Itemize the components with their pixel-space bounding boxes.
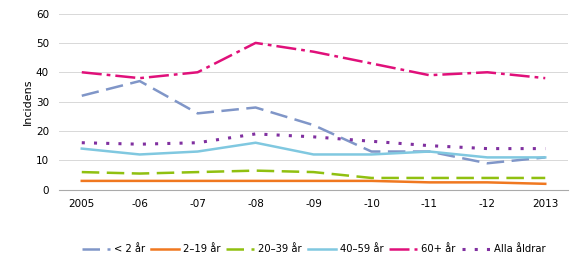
Legend: < 2 år, 2–19 år, 20–39 år, 40–59 år, 60+ år, Alla åldrar: < 2 år, 2–19 år, 20–39 år, 40–59 år, 60+… <box>81 244 546 254</box>
Y-axis label: Incidens: Incidens <box>23 78 33 125</box>
